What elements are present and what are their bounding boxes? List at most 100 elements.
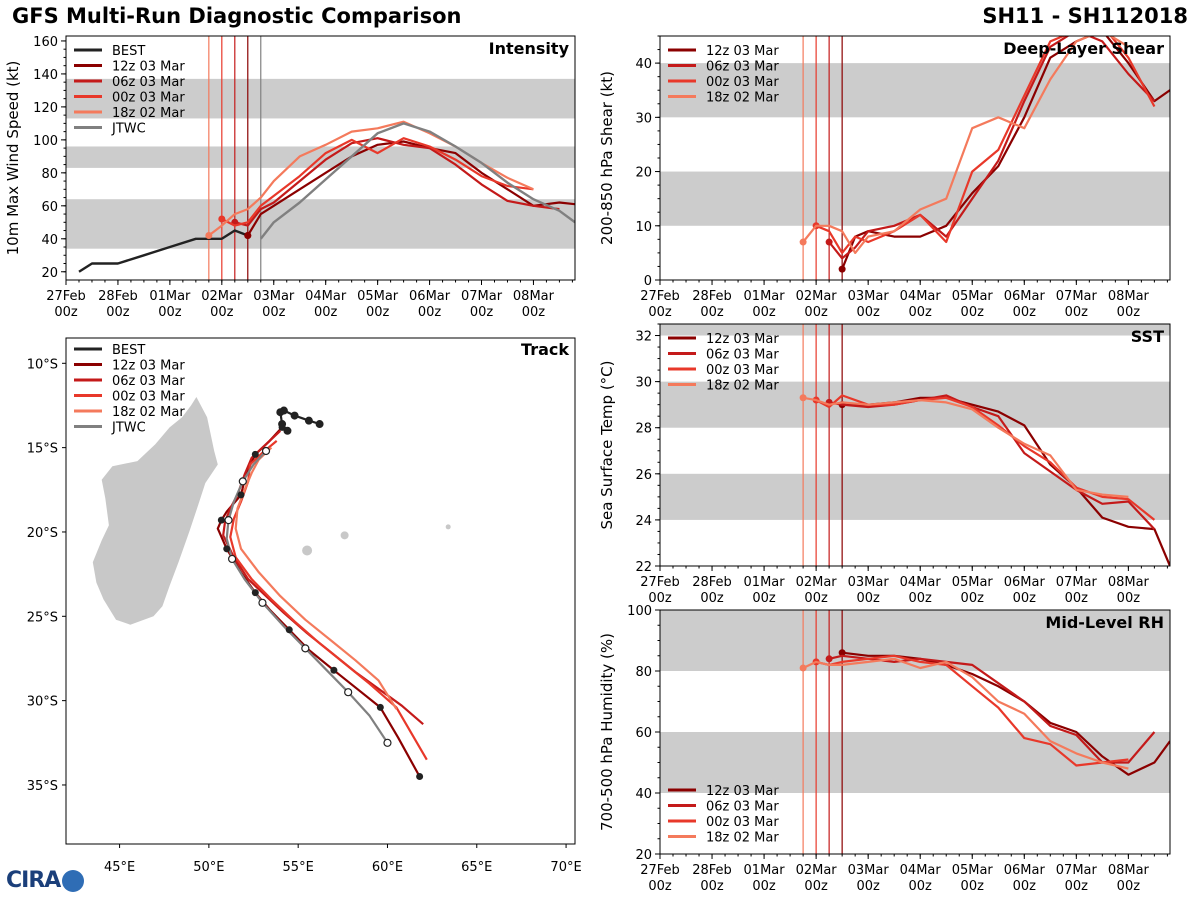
track-legend-label-jtwc: JTWC (111, 421, 146, 436)
track-legend-label-18z-02-mar: 18z 02 Mar (112, 405, 185, 420)
intensity-ytick-label-20: 20 (41, 266, 58, 281)
shear-xtick-hour-4: 00z (856, 305, 880, 320)
rh-xtick-date-9: 08Mar (1108, 863, 1150, 878)
track-jtwc-marker (225, 517, 232, 524)
shear-xtick-date-4: 03Mar (848, 289, 890, 304)
shear-xtick-hour-0: 00z (648, 305, 672, 320)
track-12z-marker (252, 451, 259, 458)
intensity-xtick-hour-2: 00z (158, 305, 182, 320)
intensity-xtick-hour-5: 00z (314, 305, 338, 320)
shear-legend-label-18z-02-mar: 18z 02 Mar (706, 91, 779, 106)
rh-ytick-label-60: 60 (635, 726, 652, 741)
rh-xtick-date-0: 27Feb (640, 863, 680, 878)
track-ytick-label-3: 25°S (27, 610, 58, 625)
shear-ytick-label-30: 30 (635, 111, 652, 126)
rh-ytick-label-40: 40 (635, 787, 652, 802)
rh-ytick-label-20: 20 (635, 848, 652, 863)
intensity-xtick-hour-7: 00z (418, 305, 442, 320)
rh-legend-label-12z-03-mar: 12z 03 Mar (706, 784, 779, 799)
sst-xtick-hour-7: 00z (1013, 591, 1037, 606)
intensity-legend-label-18z-02-mar: 18z 02 Mar (112, 106, 185, 121)
sst-band-0 (660, 474, 1170, 520)
intensity-ytick-label-120: 120 (33, 101, 58, 116)
track-legend-label-best: BEST (112, 343, 145, 358)
sst-ylabel: Sea Surface Temp (°C) (598, 360, 616, 529)
shear-xtick-date-7: 06Mar (1004, 289, 1046, 304)
sst-xtick-date-7: 06Mar (1004, 575, 1046, 590)
rh-xtick-date-7: 06Mar (1004, 863, 1046, 878)
sst-xtick-date-9: 08Mar (1108, 575, 1150, 590)
intensity-xtick-date-2: 01Mar (149, 289, 191, 304)
track-best-marker (291, 412, 298, 419)
track-series-18z-02-mar (236, 448, 397, 709)
rh-xtick-date-8: 07Mar (1056, 863, 1098, 878)
intensity-xtick-hour-1: 00z (106, 305, 130, 320)
track-jtwc-marker (302, 645, 309, 652)
intensity-init-point-18z-02-mar (205, 232, 212, 239)
track-ytick-label-4: 30°S (27, 695, 58, 710)
intensity-xtick-date-3: 02Mar (201, 289, 243, 304)
rh-xtick-hour-0: 00z (648, 879, 672, 894)
track-jtwc-marker (229, 555, 236, 562)
track-series-06z-03-mar (223, 431, 423, 724)
sst-xtick-date-2: 01Mar (744, 575, 786, 590)
shear-xtick-hour-7: 00z (1013, 305, 1037, 320)
shear-title: Deep-Layer Shear (1003, 39, 1164, 58)
track-best-marker (305, 417, 312, 424)
intensity-xtick-hour-0: 00z (54, 305, 78, 320)
rh-xtick-hour-6: 00z (961, 879, 985, 894)
track-ytick-label-0: 10°S (27, 357, 58, 372)
shear-xtick-date-2: 01Mar (744, 289, 786, 304)
intensity-legend-label-jtwc: JTWC (111, 122, 146, 137)
rh-xtick-hour-7: 00z (1013, 879, 1037, 894)
rh-xtick-hour-4: 00z (856, 879, 880, 894)
intensity-ytick-label-100: 100 (33, 134, 58, 149)
intensity-xtick-hour-4: 00z (262, 305, 286, 320)
rh-ytick-label-80: 80 (635, 665, 652, 680)
sst-xtick-hour-3: 00z (804, 591, 828, 606)
shear-ytick-label-10: 10 (635, 220, 652, 235)
sst-legend-label-06z-03-mar: 06z 03 Mar (706, 348, 779, 363)
sst-xtick-hour-9: 00z (1117, 591, 1141, 606)
shear-init-point-06z-03-mar (826, 239, 833, 246)
rh-legend-label-18z-02-mar: 18z 02 Mar (706, 831, 779, 846)
track-xtick-label-50: 50°E (193, 860, 224, 875)
sst-xtick-date-5: 04Mar (900, 575, 942, 590)
sst-xtick-hour-4: 00z (856, 591, 880, 606)
shear-xtick-date-9: 08Mar (1108, 289, 1150, 304)
intensity-ytick-label-140: 140 (33, 68, 58, 83)
track-series-jtwc (227, 451, 388, 743)
shear-xtick-hour-2: 00z (752, 305, 776, 320)
sst-legend-label-12z-03-mar: 12z 03 Mar (706, 332, 779, 347)
rh-xtick-hour-5: 00z (909, 879, 933, 894)
intensity-legend-label-00z-03-mar: 00z 03 Mar (112, 91, 185, 106)
track-xtick-label-45: 45°E (104, 860, 135, 875)
track-jtwc-marker (239, 478, 246, 485)
track-best-marker (277, 409, 284, 416)
track-jtwc-marker (263, 448, 270, 455)
shear-xtick-date-5: 04Mar (900, 289, 942, 304)
sst-init-point-18z-02-mar (800, 394, 807, 401)
track-ytick-label-2: 20°S (27, 526, 58, 541)
shear-xtick-hour-6: 00z (961, 305, 985, 320)
intensity-ytick-label-80: 80 (41, 167, 58, 182)
sst-xtick-date-0: 27Feb (640, 575, 680, 590)
intensity-ylabel: 10m Max Wind Speed (kt) (4, 61, 22, 256)
sst-ytick-label-24: 24 (635, 514, 652, 529)
rh-xtick-date-1: 28Feb (692, 863, 732, 878)
sst-legend-label-00z-03-mar: 00z 03 Mar (706, 363, 779, 378)
island-2 (446, 524, 451, 529)
cira-logo: CIRA (6, 868, 84, 893)
rh-xtick-date-2: 01Mar (744, 863, 786, 878)
sst-ytick-label-30: 30 (635, 376, 652, 391)
track-12z-marker (416, 773, 423, 780)
sst-xtick-date-4: 03Mar (848, 575, 890, 590)
shear-xtick-date-3: 02Mar (796, 289, 838, 304)
shear-init-point-18z-02-mar (800, 239, 807, 246)
logo-globe-icon (62, 870, 84, 892)
shear-xtick-hour-3: 00z (804, 305, 828, 320)
shear-init-point-12z-03-mar (839, 266, 846, 273)
sst-xtick-hour-6: 00z (961, 591, 985, 606)
track-legend-label-12z-03-mar: 12z 03 Mar (112, 359, 185, 374)
intensity-xtick-date-4: 03Mar (253, 289, 295, 304)
